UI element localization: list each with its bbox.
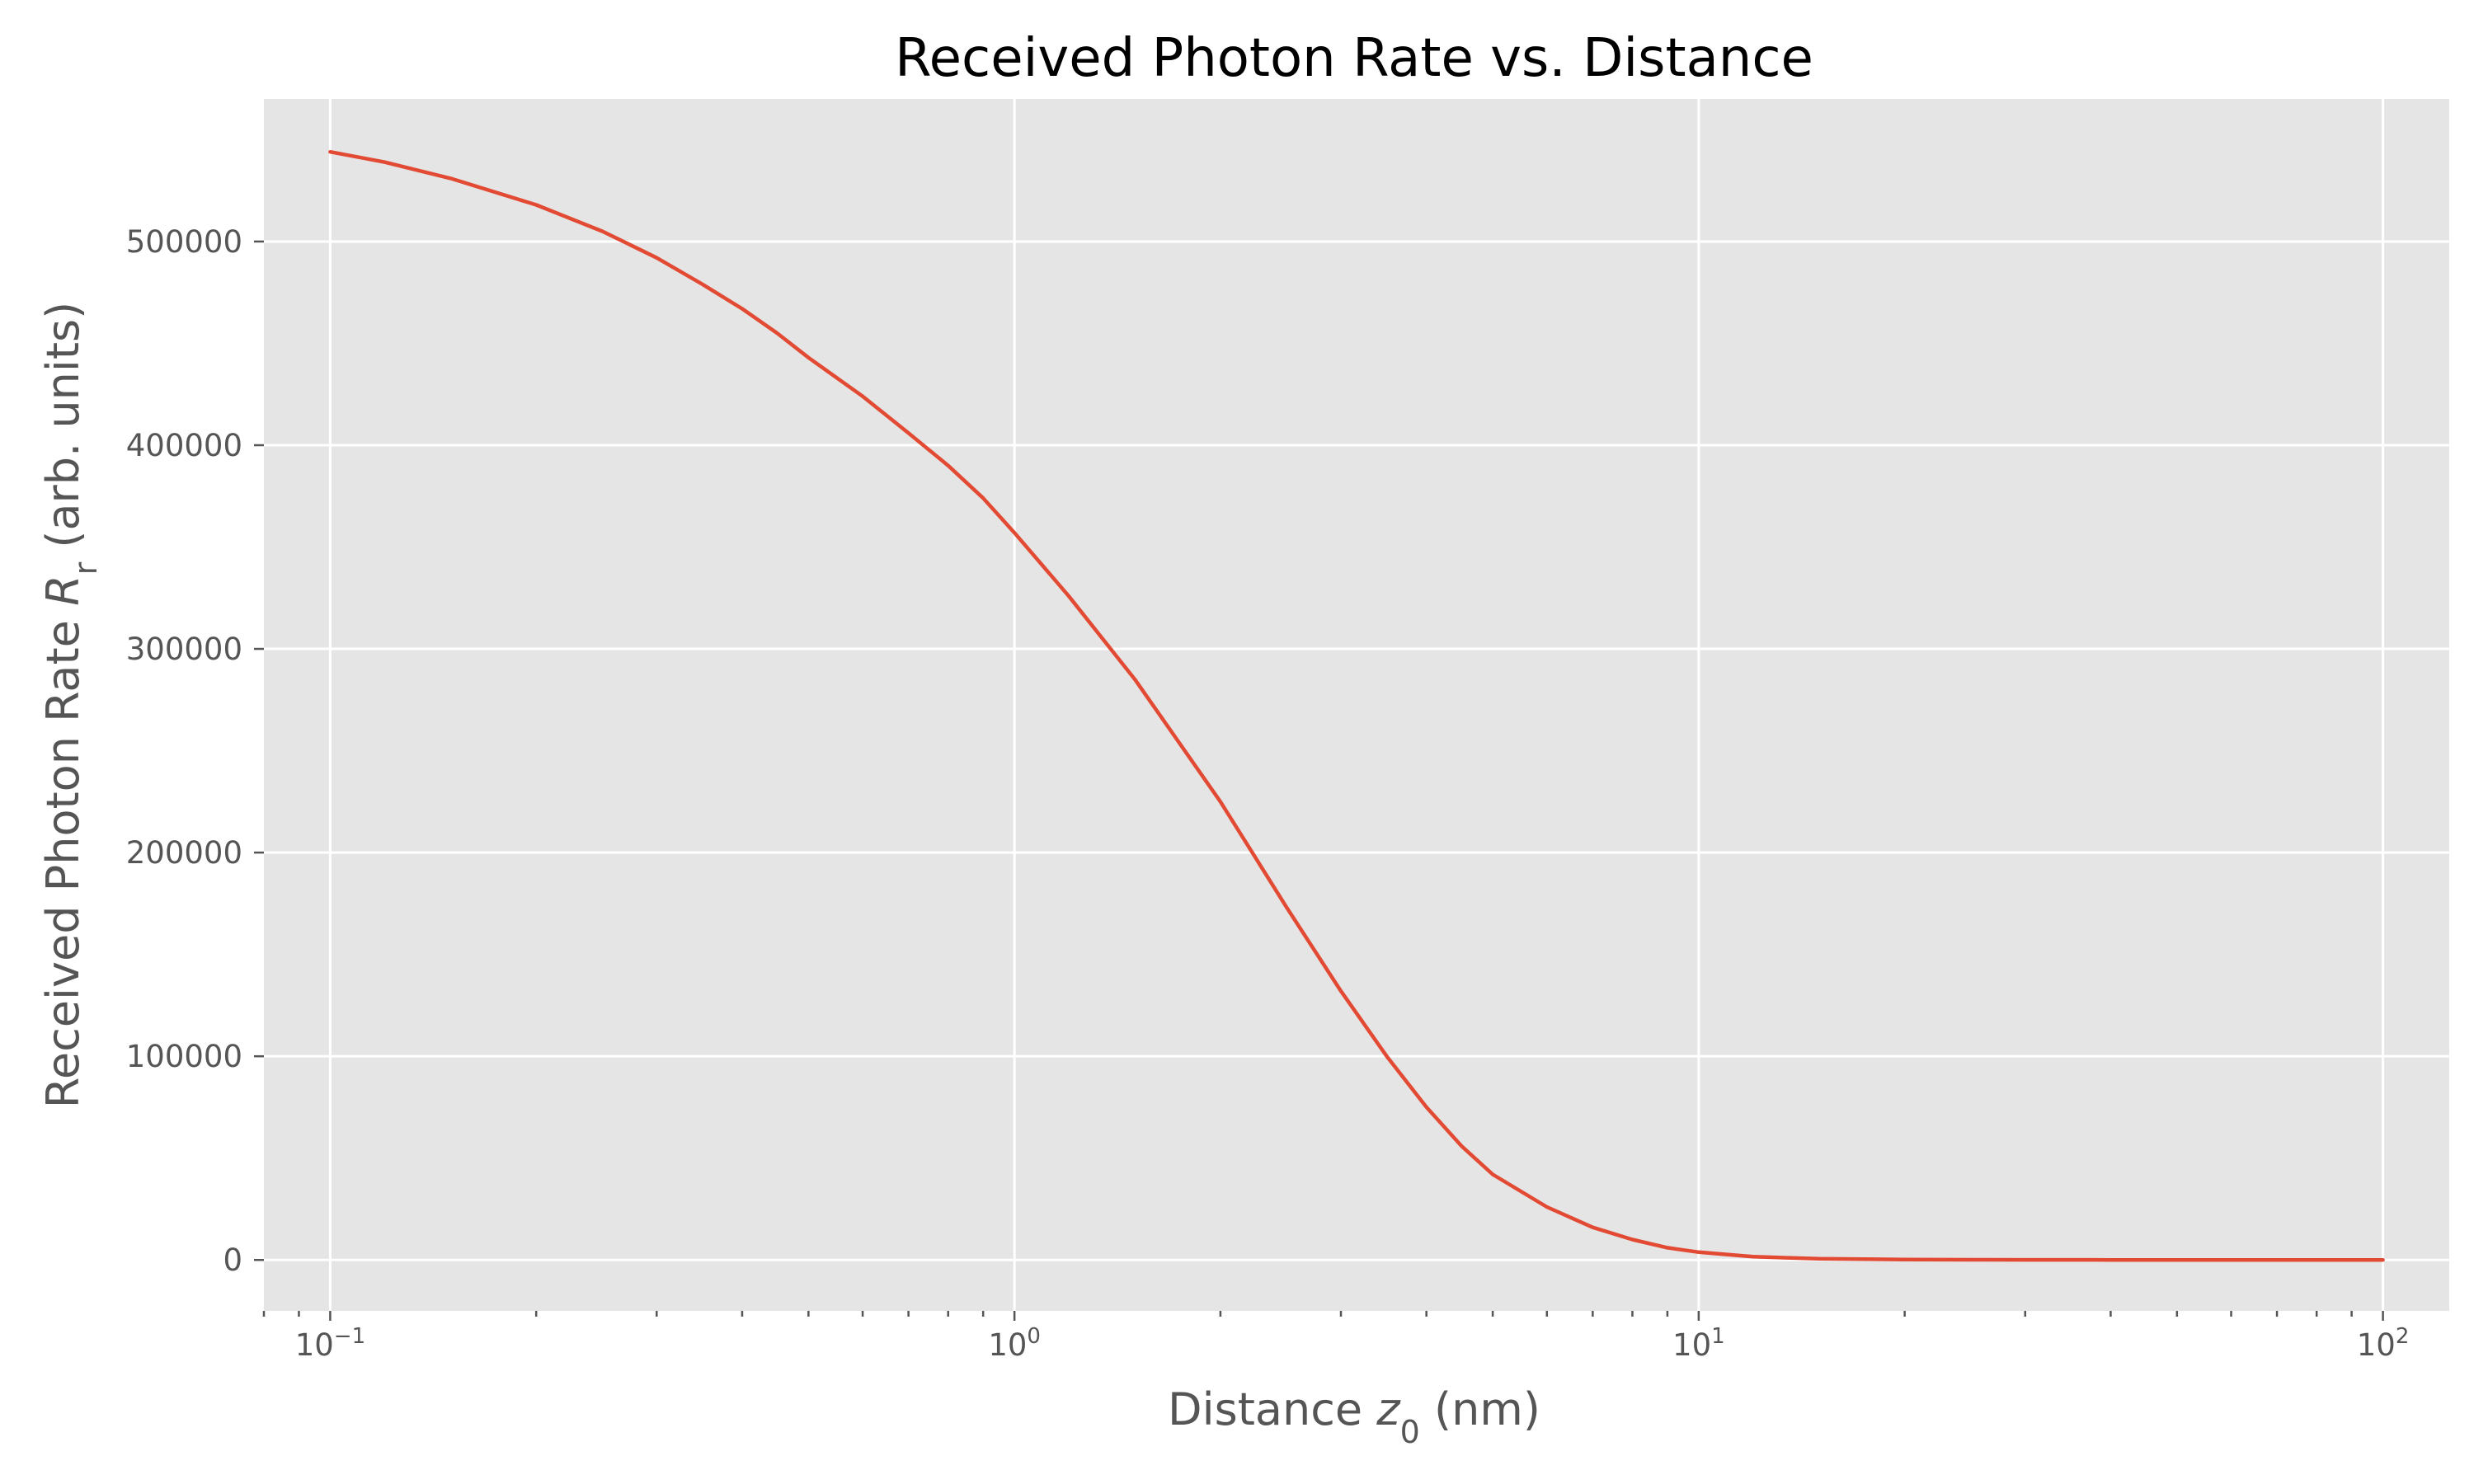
x-tick-label: 100 [988,1324,1041,1363]
series-line [328,149,2385,1262]
y-tick-label: 100000 [126,1039,242,1074]
y-tick-label: 0 [223,1242,242,1278]
y-tick-label: 200000 [126,835,242,871]
x-tick-label: 101 [1672,1324,1725,1363]
grid [264,99,2449,1311]
plot-area [264,99,2449,1311]
axis-ticks: 10−1 100 101 102 0 100000 200000 300000 400000 50… [126,224,2410,1363]
x-axis-label: Distance z0 (nm) [1168,1383,1540,1450]
x-tick-label: 102 [2357,1324,2410,1363]
series-group [328,149,2385,1262]
x-tick-label: 10−1 [295,1324,365,1363]
y-tick-label: 300000 [126,632,242,667]
y-tick-label: 400000 [126,428,242,463]
y-tick-label: 500000 [126,224,242,260]
chart-title: Received Photon Rate vs. Distance [895,28,1813,89]
y-axis-label: Received Photon Rate Rr (arb. units) [37,302,104,1108]
